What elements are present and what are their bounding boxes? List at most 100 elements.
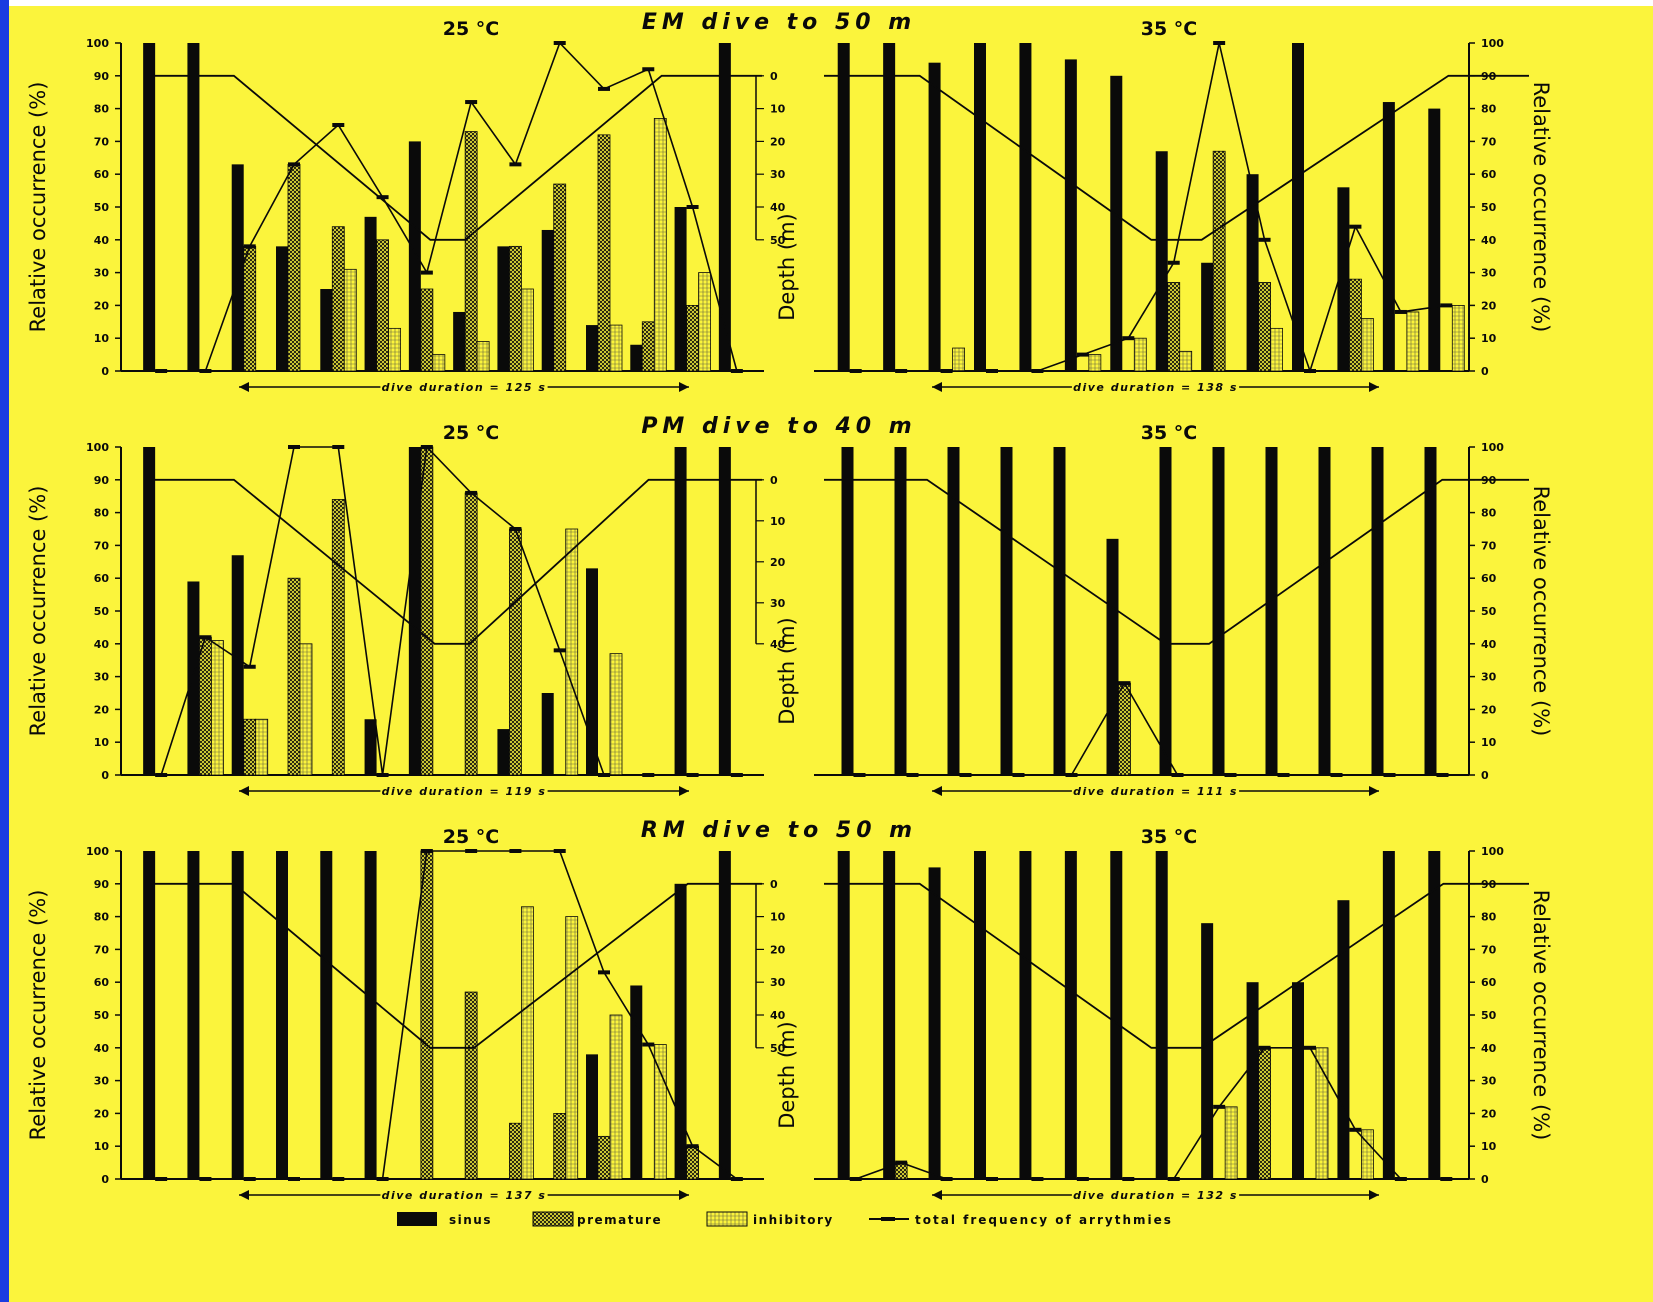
sinus-bar [928,62,941,372]
sinus-bar [320,851,333,1179]
y-tick-label: 30 [1481,267,1497,280]
premature-bar [1212,150,1226,372]
sinus-bar [231,851,244,1179]
y-tick-label: 60 [94,572,110,585]
legend-swatch-premature [532,1211,574,1227]
sinus-bar [187,581,200,775]
sinus-bar [718,447,731,775]
sinus-bar [837,851,850,1179]
premature-bar [686,1145,699,1180]
sinus-bar [364,851,377,1179]
page-border-strip [0,0,9,1302]
sinus-bar [1155,151,1168,371]
total-frequency-line [855,1047,1447,1180]
panel-subtitle: 25 °C [443,422,500,444]
sinus-bar [1428,108,1441,371]
y-tick-label: 20 [94,1107,110,1120]
total-frequency-marker [849,1177,862,1181]
total-frequency-marker [465,849,478,853]
dive-duration-label: dive duration = 137 s [382,1189,547,1202]
total-frequency-marker [730,369,743,373]
depth-tick-label: 20 [770,135,786,148]
total-frequency-marker [465,100,478,105]
inhibitory-bar [299,643,313,776]
premature-bar [287,163,301,372]
sinus-bar [1019,43,1032,371]
sinus-bar [1110,851,1123,1179]
y-tick-label: 70 [94,943,110,956]
dive-duration-arrowhead-right [679,786,689,796]
sinus-bar [187,851,200,1179]
y-tick-label: 70 [1481,135,1497,148]
sinus-bar [408,447,421,775]
premature-bar [1258,1047,1271,1180]
y-axis-label: Relative occurrence (%) [26,486,50,737]
total-frequency-marker [1330,773,1343,777]
inhibitory-bar [476,341,490,372]
total-frequency-marker [853,773,866,777]
total-frequency-marker [1012,773,1025,777]
sinus-bar [1337,187,1350,371]
sinus-bar [630,344,643,371]
total-frequency-marker [509,849,522,853]
y-tick-label: 80 [94,911,110,924]
y-tick-label: 20 [1481,299,1497,312]
legend-swatch-inhibitory [706,1211,748,1227]
inhibitory-bar [521,288,534,372]
total-frequency-marker [1258,1045,1271,1050]
y-tick-label: 40 [1481,1042,1497,1055]
sinus-bar [1371,447,1384,775]
total-frequency-marker [332,123,345,127]
total-frequency-marker [1213,41,1226,45]
dive-duration-arrowhead-left [239,786,249,796]
total-frequency-marker [1065,773,1078,777]
sinus-bar [541,229,554,371]
premature-bar [509,1122,522,1180]
y-tick-label: 100 [86,37,109,50]
sinus-bar [1382,851,1395,1179]
y-tick-label: 0 [1481,769,1489,782]
depth-tick-label: 30 [770,976,786,989]
y-tick-label: 40 [94,1042,110,1055]
inhibitory-bar [1361,318,1374,372]
premature-bar [420,850,434,1180]
premature-bar [1349,278,1362,372]
total-frequency-marker [849,369,862,373]
dive-duration-arrowhead-left [932,1190,942,1200]
sinus-bar [1110,75,1123,372]
y-tick-label: 50 [94,201,110,214]
sinus-bar [497,246,510,371]
total-frequency-marker [686,1144,699,1149]
y-axis-label: Relative occurrence (%) [26,82,50,333]
total-frequency-marker [376,195,389,200]
total-frequency-marker [986,1177,998,1181]
y-tick-label: 10 [94,332,110,345]
depth-profile-line [151,882,762,1049]
total-frequency-marker [288,162,300,167]
y-tick-label: 100 [86,441,109,454]
total-frequency-marker [940,369,953,373]
y-tick-label: 100 [86,845,109,858]
sinus-bar [630,985,643,1179]
total-frequency-marker [376,1177,389,1181]
total-frequency-marker [598,970,610,975]
y-tick-label: 80 [94,507,110,520]
dive-duration-arrowhead-left [239,382,249,392]
sinus-bar [841,447,854,775]
total-frequency-marker [288,445,300,449]
sinus-bar [947,447,960,775]
total-frequency-marker [1167,260,1180,265]
y-tick-label: 30 [94,1075,110,1088]
sinus-bar [674,447,687,775]
sinus-bar [883,851,896,1179]
total-frequency-line [859,681,1443,776]
dive-duration-arrowhead-left [932,382,942,392]
y-tick-label: 10 [1481,1140,1497,1153]
total-frequency-marker [509,162,522,167]
depth-tick-label: 50 [770,1042,786,1055]
total-frequency-marker [332,445,345,449]
total-frequency-line [160,445,737,776]
y-tick-label: 40 [94,234,110,247]
y-tick-label: 50 [1481,605,1497,618]
